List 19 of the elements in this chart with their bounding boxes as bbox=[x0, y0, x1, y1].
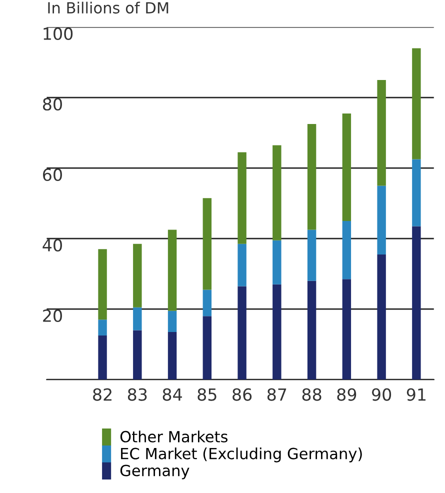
x-tick-label: 85 bbox=[198, 388, 216, 401]
legend-label: Other Markets bbox=[120, 430, 228, 442]
y-tick-label: 60 bbox=[43, 168, 62, 182]
y-axis-title: In Billions of DM bbox=[48, 2, 168, 14]
y-tick-label: 80 bbox=[42, 98, 62, 111]
x-tick-label: 87 bbox=[267, 388, 286, 401]
x-tick-label: 82 bbox=[93, 388, 112, 401]
legend-label: Germany bbox=[120, 464, 190, 480]
y-tick-label: 20 bbox=[43, 309, 62, 322]
x-tick-label: 90 bbox=[372, 388, 392, 401]
x-tick-label: 84 bbox=[162, 388, 182, 401]
x-tick-label: 91 bbox=[406, 388, 426, 401]
x-tick-label: 89 bbox=[337, 388, 356, 401]
y-tick-label: 40 bbox=[42, 238, 62, 252]
x-tick-label: 83 bbox=[128, 388, 147, 401]
legend-label: EC Market (Excluding Germany) bbox=[121, 448, 362, 462]
x-tick-label: 88 bbox=[302, 388, 322, 401]
y-tick-label: 100 bbox=[44, 27, 73, 40]
x-tick-label: 86 bbox=[232, 388, 252, 401]
